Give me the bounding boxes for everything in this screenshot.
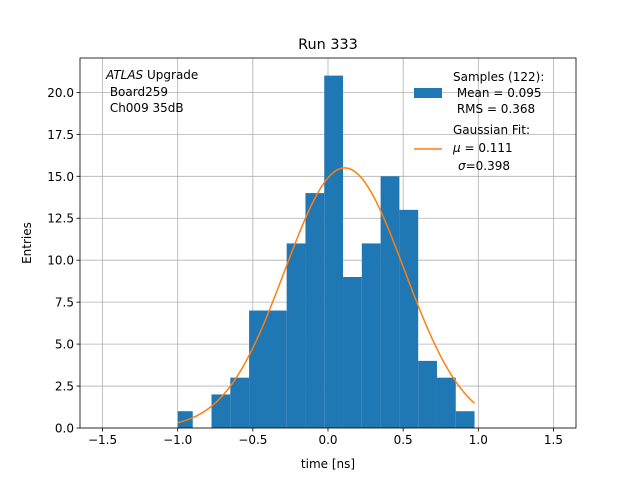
x-tick-label: 0.5: [394, 433, 413, 447]
y-tick-label: 5.0: [55, 338, 74, 352]
histogram-bar: [380, 176, 400, 428]
histogram-bar: [324, 75, 344, 428]
annotation-line-3: Ch009 35dB: [106, 101, 184, 115]
annotation-atlas-text: ATLAS: [105, 68, 144, 82]
x-tick-label: 0.0: [318, 433, 337, 447]
y-axis-label: Entries: [20, 222, 34, 264]
histogram-bar: [399, 209, 419, 428]
histogram-bar: [286, 243, 306, 428]
legend-sigma-symbol: σ: [458, 159, 466, 173]
x-tick-label: −1.5: [88, 433, 117, 447]
histogram-bar: [455, 411, 475, 428]
legend-mu-symbol: μ: [452, 141, 461, 155]
y-ticks: 0.0 2.5 5.0 7.5 10.0 12.5 15.0 17.5 20.0: [47, 86, 80, 436]
annotation-line-1: ATLAS Upgrade: [105, 68, 198, 82]
y-tick-label: 10.0: [47, 254, 74, 268]
histogram-bar: [211, 394, 231, 428]
y-tick-label: 20.0: [47, 86, 74, 100]
histogram-bar: [361, 243, 381, 428]
x-tick-label: 1.0: [469, 433, 488, 447]
legend-sigma-value: =0.398: [466, 159, 510, 173]
histogram-bar: [249, 310, 287, 428]
x-axis-label: time [ns]: [301, 457, 355, 471]
histogram-bar: [305, 193, 325, 428]
histogram-bar: [436, 377, 456, 428]
annotation-line-2: Board259: [106, 85, 168, 99]
atlas-annotation: ATLAS Upgrade Board259 Ch009 35dB: [105, 68, 198, 115]
y-tick-label: 2.5: [55, 380, 74, 394]
chart-title: Run 333: [298, 37, 358, 53]
legend: Samples (122): Mean = 0.095 RMS = 0.368 …: [414, 70, 544, 173]
y-tick-label: 15.0: [47, 170, 74, 184]
annotation-upgrade-text: Upgrade: [143, 68, 198, 82]
x-tick-label: −0.5: [238, 433, 267, 447]
gaussian-fit-curve: [177, 167, 476, 424]
histogram-bar: [343, 276, 362, 428]
legend-samples-swatch: [414, 88, 442, 98]
x-ticks: −1.5 −1.0 −0.5 0.0 0.5 1.0 1.5: [88, 428, 563, 447]
histogram-bar: [418, 360, 437, 428]
legend-samples-title: Samples (122):: [453, 70, 544, 84]
y-tick-label: 17.5: [47, 128, 74, 142]
histogram-bar: [230, 377, 250, 428]
legend-fit-title: Gaussian Fit:: [453, 123, 530, 137]
legend-fit-sigma: σ=0.398: [458, 159, 510, 173]
legend-mu-value: = 0.111: [461, 141, 513, 155]
y-tick-label: 12.5: [47, 212, 74, 226]
legend-samples-mean: Mean = 0.095: [453, 86, 542, 100]
histogram-bar: [177, 411, 193, 428]
y-tick-label: 0.0: [55, 422, 74, 436]
x-tick-label: −1.0: [163, 433, 192, 447]
legend-fit-mu: μ = 0.111: [452, 141, 513, 155]
y-tick-label: 7.5: [55, 296, 74, 310]
legend-samples-rms: RMS = 0.368: [453, 102, 535, 116]
x-tick-label: 1.5: [544, 433, 563, 447]
histogram-bars: [177, 75, 475, 428]
